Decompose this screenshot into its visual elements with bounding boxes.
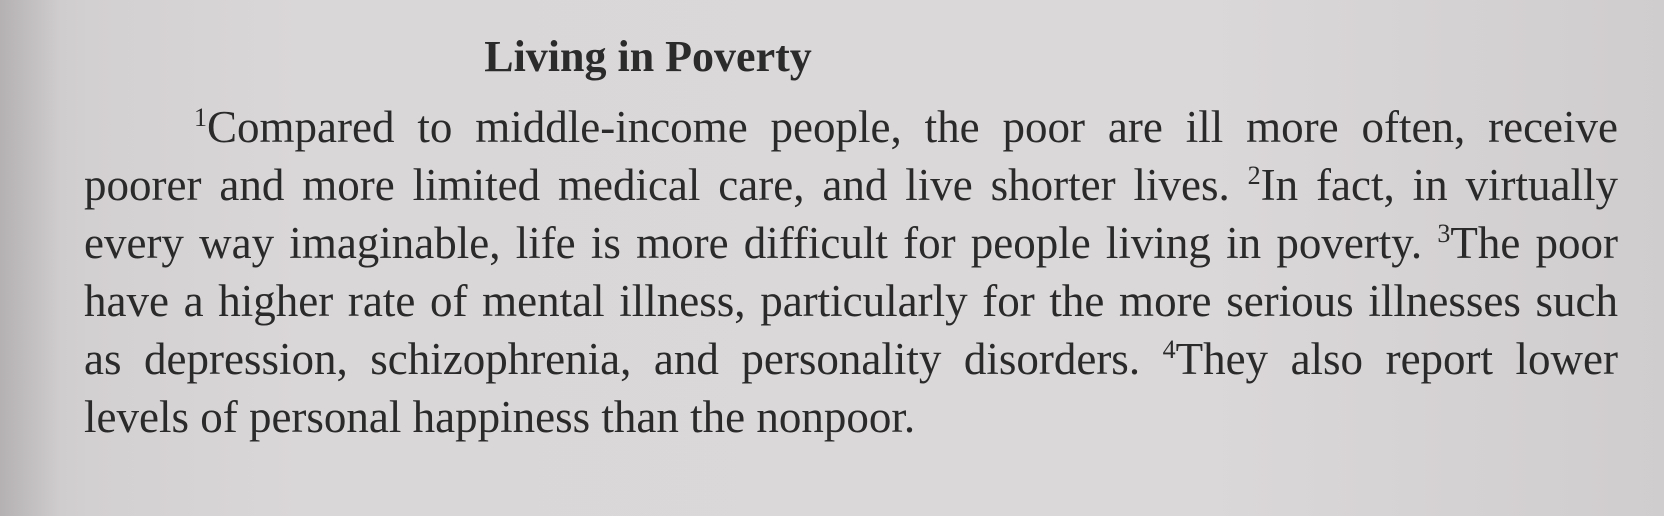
sentence-number: 4 (1162, 335, 1176, 364)
sentence-number: 2 (1247, 161, 1261, 190)
sentence-text: Compared to middle-income people, the po… (84, 102, 1618, 210)
sentence-text: In fact, in virtually every way imaginab… (84, 160, 1618, 268)
sentence-text: The poor have a higher rate of mental il… (84, 218, 1618, 384)
sentence-number: 1 (194, 103, 207, 132)
sentence-text: They also report lower levels of persona… (84, 334, 1618, 442)
section-title: Living in Poverty (484, 32, 812, 81)
sentence-number: 3 (1437, 219, 1451, 248)
page-gutter-shadow (0, 0, 60, 516)
body-paragraph: 1Compared to middle-income people, the p… (84, 98, 1618, 446)
